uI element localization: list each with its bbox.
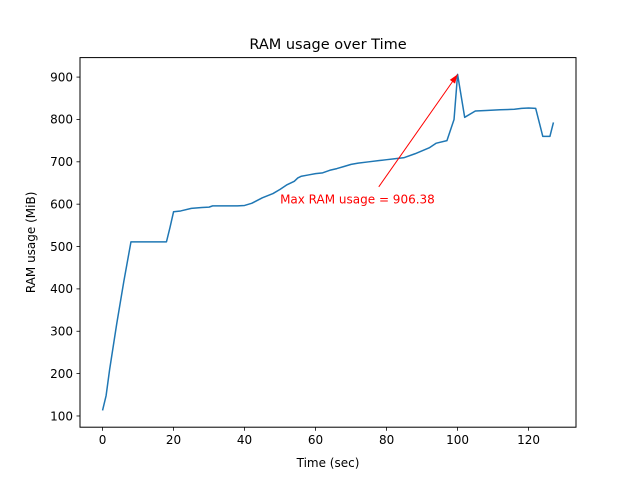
x-tick-label: 20	[166, 433, 181, 447]
annotation-arrow	[378, 74, 459, 188]
y-tick-label: 600	[50, 197, 73, 211]
plot-area	[101, 73, 555, 411]
y-tick-label: 400	[50, 282, 73, 296]
x-tick-label: 40	[237, 433, 252, 447]
y-tick-label: 300	[50, 325, 73, 339]
series-line-0	[101, 73, 555, 411]
x-axis-ticks: 0 20 40 60 80 100 120	[99, 427, 540, 447]
y-tick-label: 700	[50, 155, 73, 169]
annotation-text: Max RAM usage = 906.38	[280, 193, 435, 207]
max-annotation: Max RAM usage = 906.38	[280, 74, 459, 207]
x-tick-label: 80	[379, 433, 394, 447]
y-tick-label: 900	[50, 70, 73, 84]
x-tick-label: 120	[517, 433, 540, 447]
y-tick-label: 500	[50, 240, 73, 254]
x-tick-label: 0	[99, 433, 107, 447]
y-axis-label: RAM usage (MiB)	[24, 192, 38, 294]
y-tick-label: 800	[50, 113, 73, 127]
y-axis-ticks: 100 200 300 400 500 600 700 800 900	[50, 70, 80, 423]
y-tick-label: 100	[50, 409, 73, 423]
x-tick-label: 60	[308, 433, 323, 447]
x-axis-label: Time (sec)	[296, 456, 360, 470]
y-tick-label: 200	[50, 367, 73, 381]
annotation-arrowhead	[449, 74, 458, 84]
axes-frame	[79, 57, 577, 428]
chart-title: RAM usage over Time	[249, 37, 406, 53]
x-tick-label: 100	[446, 433, 469, 447]
